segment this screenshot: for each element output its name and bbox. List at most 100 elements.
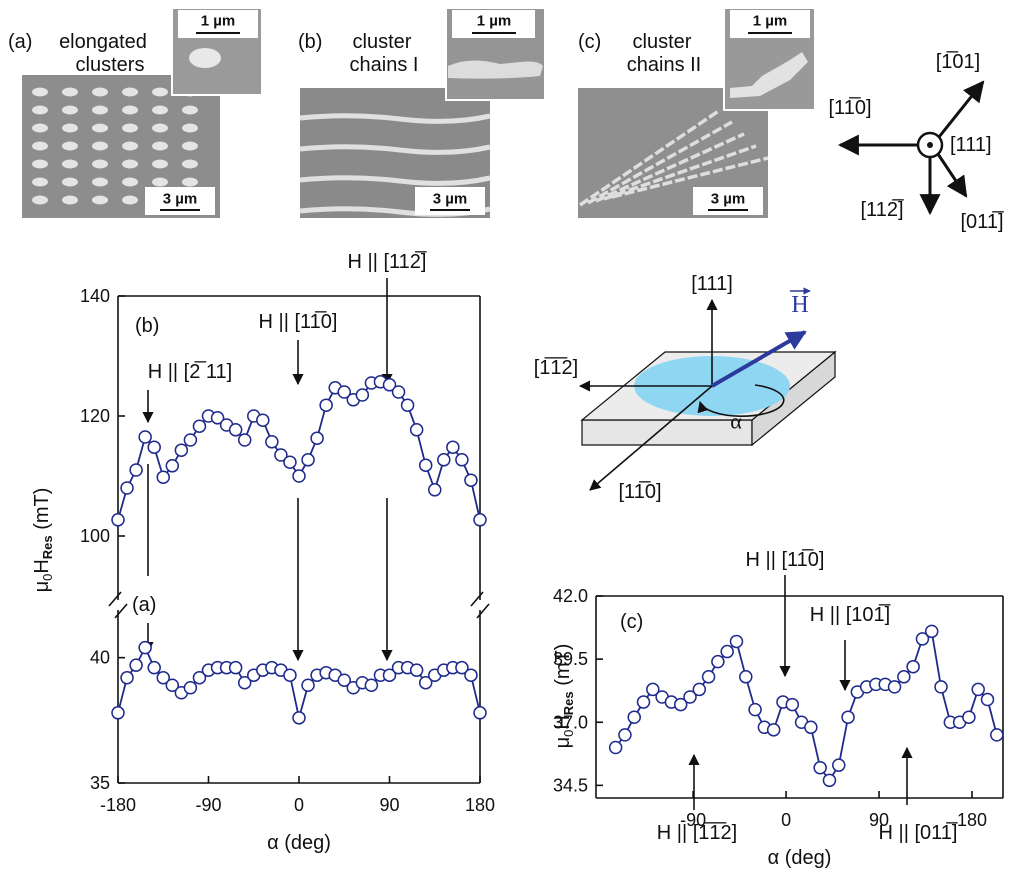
y-tick-label: 35 bbox=[90, 773, 110, 793]
annotation: H || [11̅0] bbox=[259, 310, 338, 333]
inset-scale: 1 µm bbox=[201, 13, 236, 30]
marker bbox=[266, 436, 278, 448]
y-axis-label-part: Res bbox=[40, 535, 55, 559]
marker bbox=[130, 659, 142, 671]
marker bbox=[935, 681, 947, 693]
marker bbox=[833, 759, 845, 771]
sem-feature bbox=[92, 160, 108, 169]
sem-feature bbox=[152, 178, 168, 187]
y-axis-label-part: Res bbox=[561, 691, 576, 715]
marker bbox=[393, 386, 405, 398]
marker bbox=[356, 389, 368, 401]
sem-feature bbox=[189, 48, 221, 68]
y-axis-label: μ0HRes (mT) bbox=[31, 488, 55, 593]
marker bbox=[139, 642, 151, 654]
sem-feature bbox=[32, 196, 48, 205]
marker bbox=[293, 712, 305, 724]
marker bbox=[823, 774, 835, 786]
y-tick-label: 42.0 bbox=[553, 586, 588, 606]
marker bbox=[365, 679, 377, 691]
sem-feature bbox=[182, 106, 198, 115]
direction-arrow bbox=[939, 82, 983, 137]
panel-caption: elongated bbox=[59, 31, 147, 53]
sem-feature bbox=[92, 106, 108, 115]
axis-dot bbox=[927, 142, 933, 148]
direction-label: [011̅] bbox=[961, 210, 1004, 233]
series-line bbox=[118, 382, 480, 520]
y-tick-label: 120 bbox=[80, 406, 110, 426]
panel-label: (c) bbox=[578, 31, 601, 53]
sem-feature bbox=[182, 124, 198, 133]
marker bbox=[721, 646, 733, 658]
marker bbox=[805, 721, 817, 733]
direction-label: [11̅0] bbox=[829, 96, 872, 119]
x-tick-label: 0 bbox=[781, 810, 791, 830]
marker bbox=[889, 681, 901, 693]
marker bbox=[157, 471, 169, 483]
x-tick-label: 0 bbox=[294, 795, 304, 815]
marker bbox=[130, 464, 142, 476]
marker bbox=[456, 454, 468, 466]
sem-feature bbox=[62, 160, 78, 169]
sem-feature bbox=[182, 178, 198, 187]
marker bbox=[302, 679, 314, 691]
marker bbox=[139, 431, 151, 443]
direction-label: [112̅] bbox=[861, 198, 904, 221]
y-axis-label-part: 0 bbox=[40, 574, 55, 581]
y-axis-label: μ0HRes (mT) bbox=[552, 644, 576, 749]
marker bbox=[447, 441, 459, 453]
marker bbox=[703, 671, 715, 683]
marker bbox=[474, 707, 486, 719]
sem-feature bbox=[92, 142, 108, 151]
y-axis-label-part: H bbox=[31, 559, 53, 573]
marker bbox=[963, 711, 975, 723]
marker bbox=[465, 669, 477, 681]
marker bbox=[429, 484, 441, 496]
marker bbox=[768, 724, 780, 736]
marker bbox=[474, 514, 486, 526]
x-tick-label: -90 bbox=[680, 810, 706, 830]
marker bbox=[184, 682, 196, 694]
sample-diagram bbox=[580, 291, 835, 490]
marker bbox=[619, 729, 631, 741]
x-tick-label: 180 bbox=[465, 795, 495, 815]
y-tick-label: 40 bbox=[90, 648, 110, 668]
marker bbox=[740, 671, 752, 683]
marker bbox=[926, 625, 938, 637]
axis-label: [1̅1̅2] bbox=[534, 356, 578, 379]
panel-caption: chains II bbox=[627, 54, 701, 76]
inset-scale: 1 µm bbox=[753, 13, 788, 30]
marker bbox=[749, 704, 761, 716]
sem-feature bbox=[32, 142, 48, 151]
marker bbox=[610, 742, 622, 754]
panel-label: (b) bbox=[298, 31, 322, 53]
axis-break-gap bbox=[470, 600, 490, 610]
y-axis-label-part: μ bbox=[31, 581, 53, 593]
marker bbox=[230, 424, 242, 436]
marker bbox=[112, 707, 124, 719]
marker bbox=[628, 711, 640, 723]
x-tick-label: 90 bbox=[379, 795, 399, 815]
marker bbox=[284, 669, 296, 681]
marker bbox=[907, 661, 919, 673]
marker bbox=[982, 694, 994, 706]
sem-feature bbox=[448, 60, 543, 78]
sem-feature bbox=[92, 178, 108, 187]
marker bbox=[257, 414, 269, 426]
sem-feature bbox=[152, 88, 168, 97]
marker bbox=[693, 683, 705, 695]
marker bbox=[239, 434, 251, 446]
marker bbox=[121, 482, 133, 494]
marker bbox=[193, 420, 205, 432]
annotation: H || [2̅ 11] bbox=[148, 360, 233, 383]
panel-caption: cluster bbox=[353, 31, 412, 53]
marker bbox=[638, 696, 650, 708]
panel-caption: clusters bbox=[76, 54, 145, 76]
y-tick-label: 34.5 bbox=[553, 775, 588, 795]
sem-feature bbox=[32, 160, 48, 169]
axis-label: [111] bbox=[691, 273, 733, 295]
marker bbox=[112, 514, 124, 526]
inset-scale: 1 µm bbox=[477, 13, 512, 30]
marker bbox=[320, 399, 332, 411]
marker bbox=[420, 459, 432, 471]
